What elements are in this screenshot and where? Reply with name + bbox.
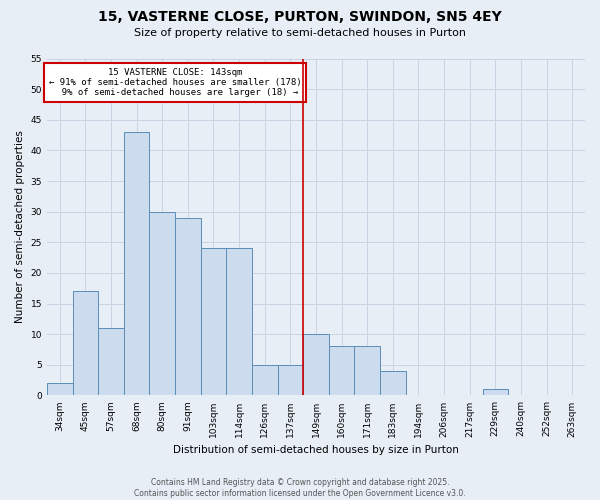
Bar (200, 248, 226, 396)
Bar (482, 390, 508, 396)
Bar (226, 248, 252, 396)
Text: Size of property relative to semi-detached houses in Purton: Size of property relative to semi-detach… (134, 28, 466, 38)
Bar (175, 218, 200, 396)
Bar (355, 346, 380, 396)
Bar (98, 328, 124, 396)
Text: 15 VASTERNE CLOSE: 143sqm
← 91% of semi-detached houses are smaller (178)
  9% o: 15 VASTERNE CLOSE: 143sqm ← 91% of semi-… (49, 68, 301, 98)
Bar (303, 334, 329, 396)
Bar (124, 132, 149, 396)
Bar (149, 212, 175, 396)
Bar (278, 365, 303, 396)
Bar (380, 371, 406, 396)
Bar (329, 346, 355, 396)
Text: Contains HM Land Registry data © Crown copyright and database right 2025.
Contai: Contains HM Land Registry data © Crown c… (134, 478, 466, 498)
Bar (252, 365, 278, 396)
Bar (47, 383, 73, 396)
Y-axis label: Number of semi-detached properties: Number of semi-detached properties (15, 130, 25, 324)
X-axis label: Distribution of semi-detached houses by size in Purton: Distribution of semi-detached houses by … (173, 445, 459, 455)
Bar (73, 292, 98, 396)
Text: 15, VASTERNE CLOSE, PURTON, SWINDON, SN5 4EY: 15, VASTERNE CLOSE, PURTON, SWINDON, SN5… (98, 10, 502, 24)
